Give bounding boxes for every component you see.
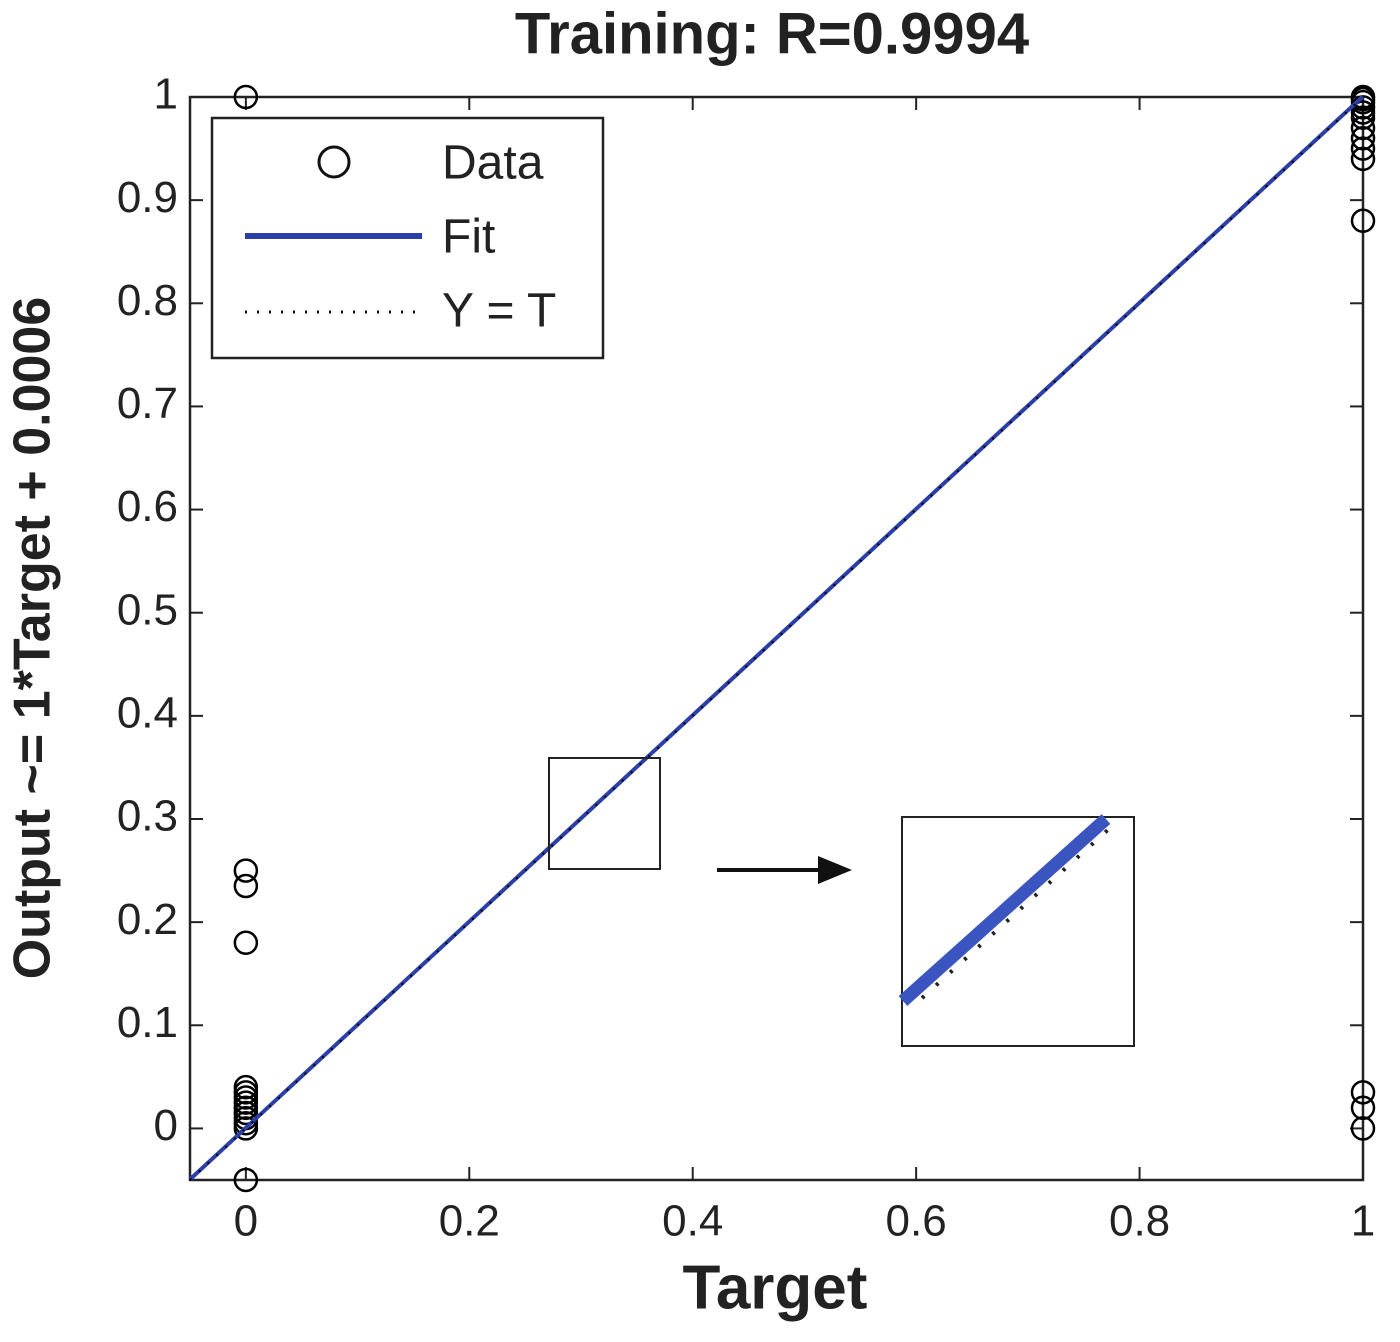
data-point [1350,208,1376,234]
y-tick-label: 0.8 [117,276,178,325]
zoom-inset [901,816,1135,1047]
legend-label: Fit [442,211,495,264]
x-tick-label: 0.4 [662,1197,723,1246]
data-point [1350,1116,1376,1141]
data-point [1350,105,1376,130]
y-tick-label: 1 [154,70,178,119]
y-tick-label: 0.7 [117,379,178,428]
zoom-region [548,757,661,870]
legend-label: Data [442,137,544,190]
chart-title: Training: R=0.9994 [515,1,1029,66]
y-tick-label: 0.3 [117,792,178,841]
data-point [233,930,259,956]
x-tick-label: 1 [1351,1197,1375,1246]
legend-marker [317,145,351,179]
data-point [233,1167,259,1193]
data-point [1350,136,1376,161]
x-tick-label: 0.8 [1109,1197,1170,1246]
axes-box [188,95,1365,1182]
inset-fit-line [898,814,1111,1006]
data-point [1350,1095,1376,1121]
legend: Data Fit Y = T [210,116,605,360]
fit-line [188,94,1365,1181]
y-tick-label: 0.6 [117,482,178,531]
data-point [1350,146,1376,172]
data-point [1350,115,1376,141]
plot-area: 0 0.2 0.4 0.6 0.8 1 0 0.1 0.2 0.3 0.4 0.5 0.6 0.7 0.8 0… [117,70,1376,1246]
y-tick-label: 0.9 [117,173,178,222]
data-point [1350,126,1376,151]
data-point [233,858,259,883]
y-tick-label: 0.1 [117,998,178,1047]
x-tick-label: 0.2 [439,1197,500,1246]
y-tick-label: 0.5 [117,585,178,634]
y-axis-label: Output ~= 1*Target + 0.0006 [4,297,62,980]
data-point [233,1116,259,1141]
legend-label: Y = T [442,285,556,338]
data-point [233,873,259,899]
zoom-arrowhead [818,856,852,884]
data-point [233,84,259,110]
y-tick-label: 0.4 [117,688,178,737]
x-tick-label: 0 [234,1197,258,1246]
x-axis-label: Target [683,1253,868,1322]
x-tick-label: 0.6 [886,1197,947,1246]
y-tick-label: 0 [154,1101,178,1150]
inset-identity-line [920,826,1112,1000]
data-point [1350,1080,1376,1105]
y-tick-label: 0.2 [117,895,178,944]
